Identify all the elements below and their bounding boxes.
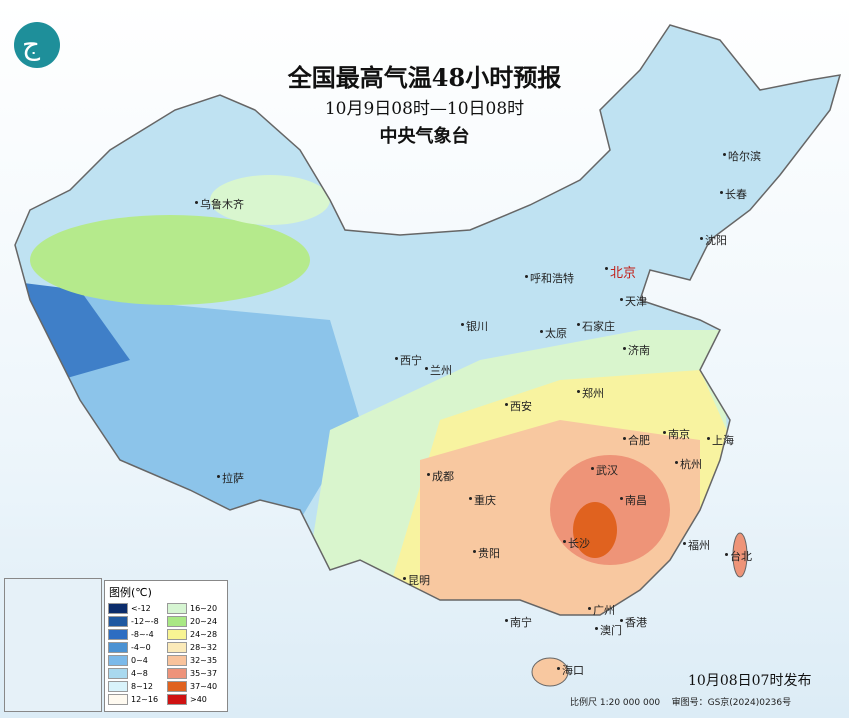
city-label: 台北 [725,550,752,563]
city-label: 沈阳 [700,234,727,247]
legend-swatch [108,681,128,692]
city-label: 广州 [588,604,615,617]
legend-label: -4~0 [131,643,151,652]
city-label: 上海 [707,434,734,447]
city-label: 海口 [557,664,584,677]
legend-item: 12~16 [108,694,165,705]
city-label: 拉萨 [217,472,244,485]
city-label: 银川 [461,320,488,333]
city-label: 武汉 [591,464,618,477]
forecast-period: 10月9日08时—10日08时 [324,99,525,119]
hainan-island [531,657,569,687]
legend-swatch [167,603,187,614]
legend-swatch [167,694,187,705]
city-label: 杭州 [675,458,702,471]
legend-label: -12~-8 [131,617,159,626]
legend-label: -8~-4 [131,630,154,639]
legend-item: 32~35 [167,655,224,666]
legend-item: 16~20 [167,603,224,614]
legend-swatch [108,603,128,614]
legend-item: 37~40 [167,681,224,692]
cma-logo: ج [14,22,60,68]
city-label: 呼和浩特 [525,272,574,285]
legend-label: 37~40 [190,682,218,691]
temp-zone-tarim [30,215,310,305]
country-border [14,24,842,616]
legend-swatch [167,616,187,627]
legend-label: 0~4 [131,656,148,665]
legend-swatch [167,668,187,679]
legend-label: 12~16 [131,695,159,704]
legend-swatch [108,668,128,679]
city-label: 重庆 [469,494,496,507]
city-label: 石家庄 [577,320,615,333]
city-label: 乌鲁木齐 [195,198,244,211]
city-label: 兰州 [425,364,452,377]
capital-label: 北京 [604,262,636,281]
city-label: 天津 [620,295,647,308]
legend-item: -4~0 [108,642,165,653]
legend-item: 4~8 [108,668,165,679]
legend-label: 24~28 [190,630,218,639]
legend-label: >40 [190,695,207,704]
city-label: 哈尔滨 [723,150,761,163]
city-label: 昆明 [403,574,430,587]
legend-label: 8~12 [131,682,153,691]
city-label: 西安 [505,400,532,413]
city-label: 南京 [663,428,690,441]
legend-label: 20~24 [190,617,218,626]
legend-item: <-12 [108,603,165,614]
legend-swatch [167,681,187,692]
scale: 比例尺 1:20 000 000 [570,698,661,708]
city-label: 西宁 [395,354,422,367]
legend-item: 35~37 [167,668,224,679]
legend-swatch [167,629,187,640]
city-label: 澳门 [595,624,622,637]
map-title: 全国最高气温48小时预报 [287,63,562,92]
legend-swatch [108,655,128,666]
legend-item: -8~-4 [108,629,165,640]
city-label: 长春 [720,188,747,201]
legend-label: 35~37 [190,669,218,678]
city-label: 太原 [540,327,567,340]
legend-label: <-12 [131,604,151,613]
city-label: 郑州 [577,387,604,400]
city-label: 南宁 [505,616,532,629]
legend-item: 24~28 [167,629,224,640]
map-approval-number: 审图号：GS京(2024)0236号 [671,698,792,708]
city-label: 香港 [620,616,647,629]
city-label: 济南 [623,344,650,357]
map-footer: 比例尺 1:20 000 000 审图号：GS京(2024)0236号 [570,695,791,708]
city-label: 长沙 [563,537,590,550]
legend-swatch [108,694,128,705]
legend-swatch [167,642,187,653]
south-china-sea-inset [4,578,102,712]
legend-label: 4~8 [131,669,148,678]
city-label: 福州 [683,539,710,552]
legend-item: 20~24 [167,616,224,627]
city-label: 南昌 [620,494,647,507]
legend-swatch [108,616,128,627]
legend-item: >40 [167,694,224,705]
legend-item: 8~12 [108,681,165,692]
release-time: 10月08日07时发布 [688,673,812,689]
taiwan-island [732,532,748,578]
legend-swatch [108,629,128,640]
issuer: 中央气象台 [379,126,470,147]
legend-item: -12~-8 [108,616,165,627]
legend-swatch [108,642,128,653]
legend-title: 图例(℃) [109,586,152,599]
city-label: 成都 [427,470,454,483]
legend-label: 28~32 [190,643,218,652]
legend-item: 0~4 [108,655,165,666]
legend-label: 32~35 [190,656,218,665]
city-label: 合肥 [623,434,650,447]
legend-label: 16~20 [190,604,218,613]
legend-item: 28~32 [167,642,224,653]
legend-swatch [167,655,187,666]
legend: 图例(℃) <-12 16~20 -12~-8 20~24 -8~-4 24~28 -4~0… [104,580,228,712]
city-label: 贵阳 [473,547,500,560]
